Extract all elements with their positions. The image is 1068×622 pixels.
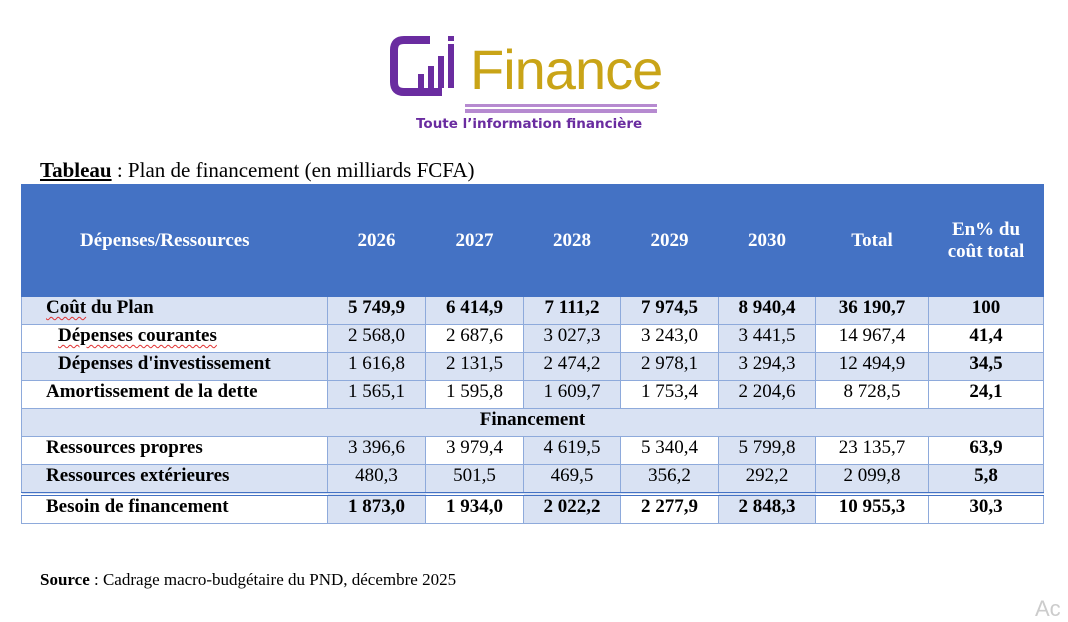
row-label: Besoin de financement bbox=[21, 492, 328, 524]
row-label-text: Amortissement de la dette bbox=[46, 381, 258, 402]
value-cell: 2 204,6 bbox=[718, 380, 816, 409]
value-cell: 469,5 bbox=[523, 464, 621, 495]
row-label-text: Ressources propres bbox=[46, 437, 203, 458]
logo-chart-icon bbox=[390, 36, 454, 96]
value-cell: 1 753,4 bbox=[620, 380, 719, 409]
total-cell: 2 099,8 bbox=[815, 464, 929, 495]
value-cell: 2 474,2 bbox=[523, 352, 621, 381]
value-cell: 2 277,9 bbox=[620, 492, 719, 524]
table-row: Amortissement de la dette 1 565,1 1 595,8 1… bbox=[21, 380, 1044, 409]
value-cell: 2 022,2 bbox=[523, 492, 621, 524]
percent-cell: 100 bbox=[928, 296, 1044, 325]
row-label-text: Dépenses d'investissement bbox=[58, 353, 271, 374]
value-cell: 8 940,4 bbox=[718, 296, 816, 325]
value-cell: 2 978,1 bbox=[620, 352, 719, 381]
row-label: Amortissement de la dette bbox=[21, 380, 328, 409]
table-row: Ressources propres 3 396,6 3 979,4 4 619,5 5… bbox=[21, 436, 1044, 465]
source-text: : Cadrage macro-budgétaire du PND, décem… bbox=[89, 570, 457, 589]
section-label: Financement bbox=[21, 408, 1044, 437]
table-row: Dépenses courantes 2 568,0 2 687,6 3 027,3 3… bbox=[21, 324, 1044, 353]
total-cell: 14 967,4 bbox=[815, 324, 929, 353]
column-header: Total bbox=[815, 184, 929, 297]
value-cell: 3 979,4 bbox=[425, 436, 524, 465]
table-title: Tableau : Plan de financement (en millia… bbox=[40, 158, 475, 183]
value-cell: 1 595,8 bbox=[425, 380, 524, 409]
row-label: Coût du Plan bbox=[21, 296, 328, 325]
title-label: Tableau bbox=[40, 158, 112, 182]
watermark: Ac bbox=[1035, 596, 1061, 621]
value-cell: 2 848,3 bbox=[718, 492, 816, 524]
percent-cell: 34,5 bbox=[928, 352, 1044, 381]
row-label-text: Coût du Plan bbox=[46, 297, 154, 318]
table-row: Besoin de financement 1 873,0 1 934,0 2 022… bbox=[21, 492, 1044, 524]
value-cell: 2 687,6 bbox=[425, 324, 524, 353]
section-row: Financement bbox=[21, 408, 1044, 437]
total-cell: 12 494,9 bbox=[815, 352, 929, 381]
financing-plan-table: Dépenses/Ressources 2026 2027 2028 2029 2030 T… bbox=[21, 184, 1044, 524]
logo-underline bbox=[465, 104, 657, 109]
value-cell: 292,2 bbox=[718, 464, 816, 495]
column-header: 2026 bbox=[327, 184, 426, 297]
row-label: Ressources extérieures bbox=[21, 464, 328, 495]
value-cell: 6 414,9 bbox=[425, 296, 524, 325]
value-cell: 1 609,7 bbox=[523, 380, 621, 409]
row-label-text: Dépenses courantes bbox=[58, 325, 217, 346]
table-row: Dépenses d'investissement 1 616,8 2 131,5 2… bbox=[21, 352, 1044, 381]
table-row: Coût du Plan 5 749,9 6 414,9 7 111,2 7 974,5… bbox=[21, 296, 1044, 325]
source-label: Source bbox=[40, 570, 90, 589]
value-cell: 3 027,3 bbox=[523, 324, 621, 353]
percent-cell: 63,9 bbox=[928, 436, 1044, 465]
value-cell: 2 568,0 bbox=[327, 324, 426, 353]
table-row: Ressources extérieures 480,3 501,5 469,5 356… bbox=[21, 464, 1044, 495]
row-label: Ressources propres bbox=[21, 436, 328, 465]
value-cell: 480,3 bbox=[327, 464, 426, 495]
value-cell: 7 111,2 bbox=[523, 296, 621, 325]
value-cell: 501,5 bbox=[425, 464, 524, 495]
row-label: Dépenses d'investissement bbox=[21, 352, 328, 381]
value-cell: 5 340,4 bbox=[620, 436, 719, 465]
value-cell: 2 131,5 bbox=[425, 352, 524, 381]
total-cell: 10 955,3 bbox=[815, 492, 929, 524]
value-cell: 4 619,5 bbox=[523, 436, 621, 465]
value-cell: 3 396,6 bbox=[327, 436, 426, 465]
value-cell: 1 934,0 bbox=[425, 492, 524, 524]
source-note: Source : Cadrage macro-budgétaire du PND… bbox=[40, 570, 456, 590]
value-cell: 7 974,5 bbox=[620, 296, 719, 325]
column-header: 2028 bbox=[523, 184, 621, 297]
value-cell: 1 565,1 bbox=[327, 380, 426, 409]
total-cell: 8 728,5 bbox=[815, 380, 929, 409]
logo-tagline: Toute l’information financière bbox=[416, 116, 643, 132]
value-cell: 3 243,0 bbox=[620, 324, 719, 353]
value-cell: 5 749,9 bbox=[327, 296, 426, 325]
value-cell: 356,2 bbox=[620, 464, 719, 495]
column-header: 2027 bbox=[425, 184, 524, 297]
gi-finance-logo: Finance Toute l’information financière bbox=[390, 30, 663, 138]
value-cell: 5 799,8 bbox=[718, 436, 816, 465]
percent-cell: 5,8 bbox=[928, 464, 1044, 495]
total-cell: 23 135,7 bbox=[815, 436, 929, 465]
row-label-text: Besoin de financement bbox=[46, 496, 229, 517]
value-cell: 1 616,8 bbox=[327, 352, 426, 381]
row-label-text: Ressources extérieures bbox=[46, 465, 230, 486]
percent-cell: 41,4 bbox=[928, 324, 1044, 353]
total-cell: 36 190,7 bbox=[815, 296, 929, 325]
logo-word: Finance bbox=[470, 38, 663, 101]
column-header: 2029 bbox=[620, 184, 719, 297]
column-header: En% du coût total bbox=[928, 184, 1044, 297]
title-text: : Plan de financement (en milliards FCFA… bbox=[111, 158, 475, 182]
column-header: 2030 bbox=[718, 184, 816, 297]
value-cell: 3 294,3 bbox=[718, 352, 816, 381]
value-cell: 3 441,5 bbox=[718, 324, 816, 353]
percent-cell: 30,3 bbox=[928, 492, 1044, 524]
value-cell: 1 873,0 bbox=[327, 492, 426, 524]
row-label: Dépenses courantes bbox=[21, 324, 328, 353]
percent-cell: 24,1 bbox=[928, 380, 1044, 409]
table-header-row: Dépenses/Ressources 2026 2027 2028 2029 2030 T… bbox=[21, 184, 1044, 297]
column-header: Dépenses/Ressources bbox=[21, 184, 328, 297]
